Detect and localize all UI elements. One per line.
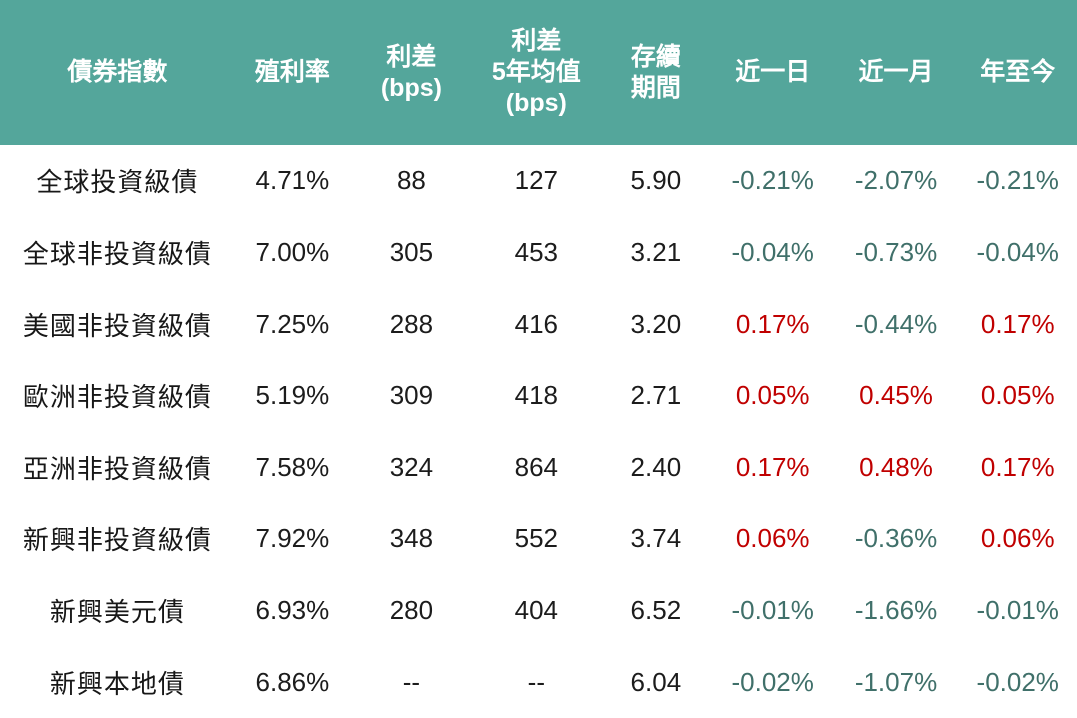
cell-index_name: 美國非投資級債: [22, 310, 212, 341]
cell-spread_5y_avg_bps: 552: [514, 523, 559, 554]
cell-yield: 6.93%: [255, 595, 330, 626]
cell-index_name: 歐洲非投資級債: [22, 382, 212, 413]
cell-yield: 7.00%: [255, 236, 330, 267]
cell-duration: 2.40: [630, 451, 682, 482]
cell-month_1: -0.36%: [854, 523, 938, 554]
cell-duration: 2.71: [630, 380, 682, 411]
cell-day_1: 0.17%: [735, 308, 810, 339]
cell-spread_5y_avg_bps: 416: [514, 308, 559, 339]
header-row: 債券指數 殖利率 利差 (bps) 利差 5年均值 (bps) 存續 期間 近一日 近一月 年…: [0, 0, 1077, 145]
cell-spread_bps: --: [402, 666, 421, 697]
cell-spread_bps: 348: [389, 523, 434, 554]
table-row: 全球投資級債 4.71% 88 127 5.90 -0.21% -2.07% -0.21%: [0, 145, 1077, 217]
cell-day_1: -0.02%: [731, 666, 814, 697]
cell-day_1: 0.17%: [735, 451, 810, 482]
cell-day_1: 0.06%: [735, 523, 810, 554]
cell-ytd: -0.01%: [976, 595, 1059, 626]
cell-ytd: 0.05%: [980, 380, 1055, 411]
cell-index_name: 新興美元債: [49, 597, 185, 628]
cell-day_1: -0.04%: [731, 236, 814, 267]
cell-spread_5y_avg_bps: 453: [514, 236, 559, 267]
cell-ytd: -0.04%: [976, 236, 1059, 267]
cell-duration: 6.04: [630, 666, 682, 697]
table-row: 亞洲非投資級債 7.58% 324 864 2.40 0.17% 0.48% 0.17%: [0, 432, 1077, 504]
cell-day_1: -0.01%: [731, 595, 814, 626]
cell-ytd: 0.17%: [980, 451, 1055, 482]
cell-month_1: -0.44%: [854, 308, 938, 339]
table-body: 全球投資級債 4.71% 88 127 5.90 -0.21% -2.07% -0.21% 全球…: [0, 145, 1077, 718]
column-header-spread_bps: 利差 (bps): [380, 42, 442, 102]
cell-yield: 4.71%: [255, 165, 330, 196]
cell-yield: 7.25%: [255, 308, 330, 339]
cell-spread_5y_avg_bps: --: [527, 666, 545, 697]
table-row: 新興本地債 6.86% -- -- 6.04 -0.02% -1.07% -0.02%: [0, 646, 1077, 718]
cell-month_1: -2.07%: [854, 165, 938, 196]
cell-spread_5y_avg_bps: 418: [514, 380, 559, 411]
cell-duration: 6.52: [630, 595, 682, 626]
cell-day_1: 0.05%: [735, 380, 810, 411]
table-row: 全球非投資級債 7.00% 305 453 3.21 -0.04% -0.73% -0.04%: [0, 217, 1077, 289]
cell-index_name: 全球非投資級債: [22, 238, 212, 269]
cell-spread_bps: 309: [389, 380, 434, 411]
cell-month_1: 0.48%: [859, 451, 933, 482]
table-header: 債券指數 殖利率 利差 (bps) 利差 5年均值 (bps) 存續 期間 近一日 近一月 年…: [0, 0, 1077, 145]
cell-spread_5y_avg_bps: 864: [514, 451, 559, 482]
cell-yield: 6.86%: [255, 666, 330, 697]
column-header-duration: 存續 期間: [630, 42, 681, 102]
cell-ytd: -0.21%: [976, 165, 1059, 196]
table-row: 美國非投資級債 7.25% 288 416 3.20 0.17% -0.44% 0.17%: [0, 288, 1077, 360]
cell-month_1: -0.73%: [854, 236, 938, 267]
cell-spread_5y_avg_bps: 404: [514, 595, 559, 626]
cell-duration: 3.21: [630, 236, 682, 267]
cell-duration: 3.20: [630, 308, 682, 339]
cell-yield: 7.58%: [255, 451, 330, 482]
cell-index_name: 全球投資級債: [36, 167, 199, 198]
cell-ytd: 0.06%: [980, 523, 1055, 554]
cell-month_1: -1.66%: [854, 595, 938, 626]
cell-spread_5y_avg_bps: 127: [514, 165, 559, 196]
cell-day_1: -0.21%: [731, 165, 814, 196]
cell-yield: 7.92%: [255, 523, 330, 554]
cell-ytd: -0.02%: [976, 666, 1059, 697]
cell-duration: 5.90: [630, 165, 682, 196]
column-header-yield: 殖利率: [254, 58, 330, 86]
cell-spread_bps: 288: [389, 308, 434, 339]
cell-spread_bps: 280: [389, 595, 434, 626]
column-header-day_1: 近一日: [735, 58, 811, 86]
column-header-ytd: 年至今: [980, 58, 1056, 86]
cell-month_1: -1.07%: [854, 666, 938, 697]
cell-spread_bps: 324: [389, 451, 434, 482]
column-header-spread_5y_avg_bps: 利差 5年均值 (bps): [491, 27, 581, 117]
cell-index_name: 亞洲非投資級債: [22, 453, 212, 484]
cell-duration: 3.74: [630, 523, 682, 554]
table-row: 新興非投資級債 7.92% 348 552 3.74 0.06% -0.36% 0.06%: [0, 503, 1077, 575]
column-header-index_name: 債券指數: [67, 58, 168, 86]
cell-index_name: 新興非投資級債: [22, 525, 212, 556]
column-header-month_1: 近一月: [858, 58, 934, 86]
cell-spread_bps: 305: [389, 236, 434, 267]
cell-spread_bps: 88: [396, 165, 426, 196]
cell-index_name: 新興本地債: [49, 668, 185, 699]
cell-yield: 5.19%: [255, 380, 330, 411]
cell-ytd: 0.17%: [980, 308, 1055, 339]
table-row: 歐洲非投資級債 5.19% 309 418 2.71 0.05% 0.45% 0.05%: [0, 360, 1077, 432]
table-row: 新興美元債 6.93% 280 404 6.52 -0.01% -1.66% -0.01%: [0, 575, 1077, 647]
cell-month_1: 0.45%: [859, 380, 933, 411]
